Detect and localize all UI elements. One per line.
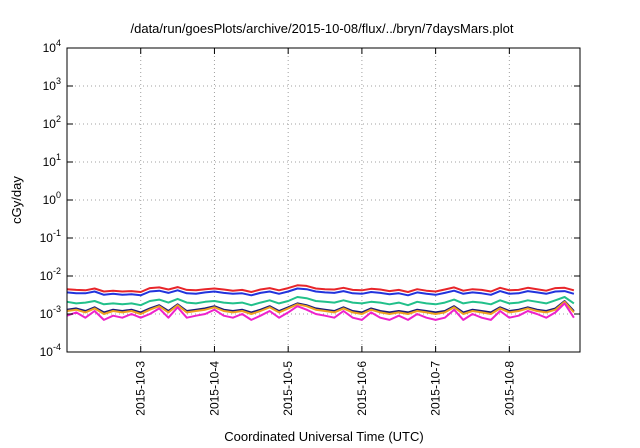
y-tick-label: 10-4 [40, 342, 61, 359]
y-tick-label: 10-3 [40, 304, 61, 321]
series-line-2 [66, 287, 575, 297]
x-axis-label: Coordinated Universal Time (UTC) [224, 429, 423, 444]
series-line-1 [66, 284, 575, 293]
x-tick-label: 2015-10-7 [429, 361, 443, 416]
x-tick-label: 2015-10-3 [134, 361, 148, 416]
x-axis: 2015-10-3 2015-10-4 2015-10-5 2015-10-6 2015… [134, 48, 516, 416]
y-tick-label: 100 [43, 190, 61, 207]
series-line-4 [66, 300, 575, 314]
series-line-6 [66, 302, 575, 321]
x-tick-label: 2015-10-8 [502, 361, 516, 416]
y-tick-label: 104 [43, 38, 61, 55]
series-line-3 [66, 296, 575, 307]
chart-title: /data/run/goesPlots/archive/2015-10-08/f… [131, 21, 514, 36]
x-tick-label: 2015-10-5 [281, 361, 295, 416]
y-tick-label: 103 [43, 76, 61, 93]
y-tick-label: 102 [43, 114, 61, 131]
y-tick-label: 10-1 [40, 228, 61, 245]
grid-lines [67, 48, 580, 352]
series-group [66, 284, 575, 321]
y-axis: 10-4 10-3 10-2 10-1 100 101 102 103 104 [40, 38, 580, 359]
series-line-5 [66, 300, 575, 315]
x-tick-label: 2015-10-6 [355, 361, 369, 416]
y-axis-label: cGy/day [9, 176, 24, 224]
y-tick-label: 101 [43, 152, 61, 169]
x-tick-label: 2015-10-4 [207, 361, 221, 416]
y-tick-label: 10-2 [40, 266, 61, 283]
